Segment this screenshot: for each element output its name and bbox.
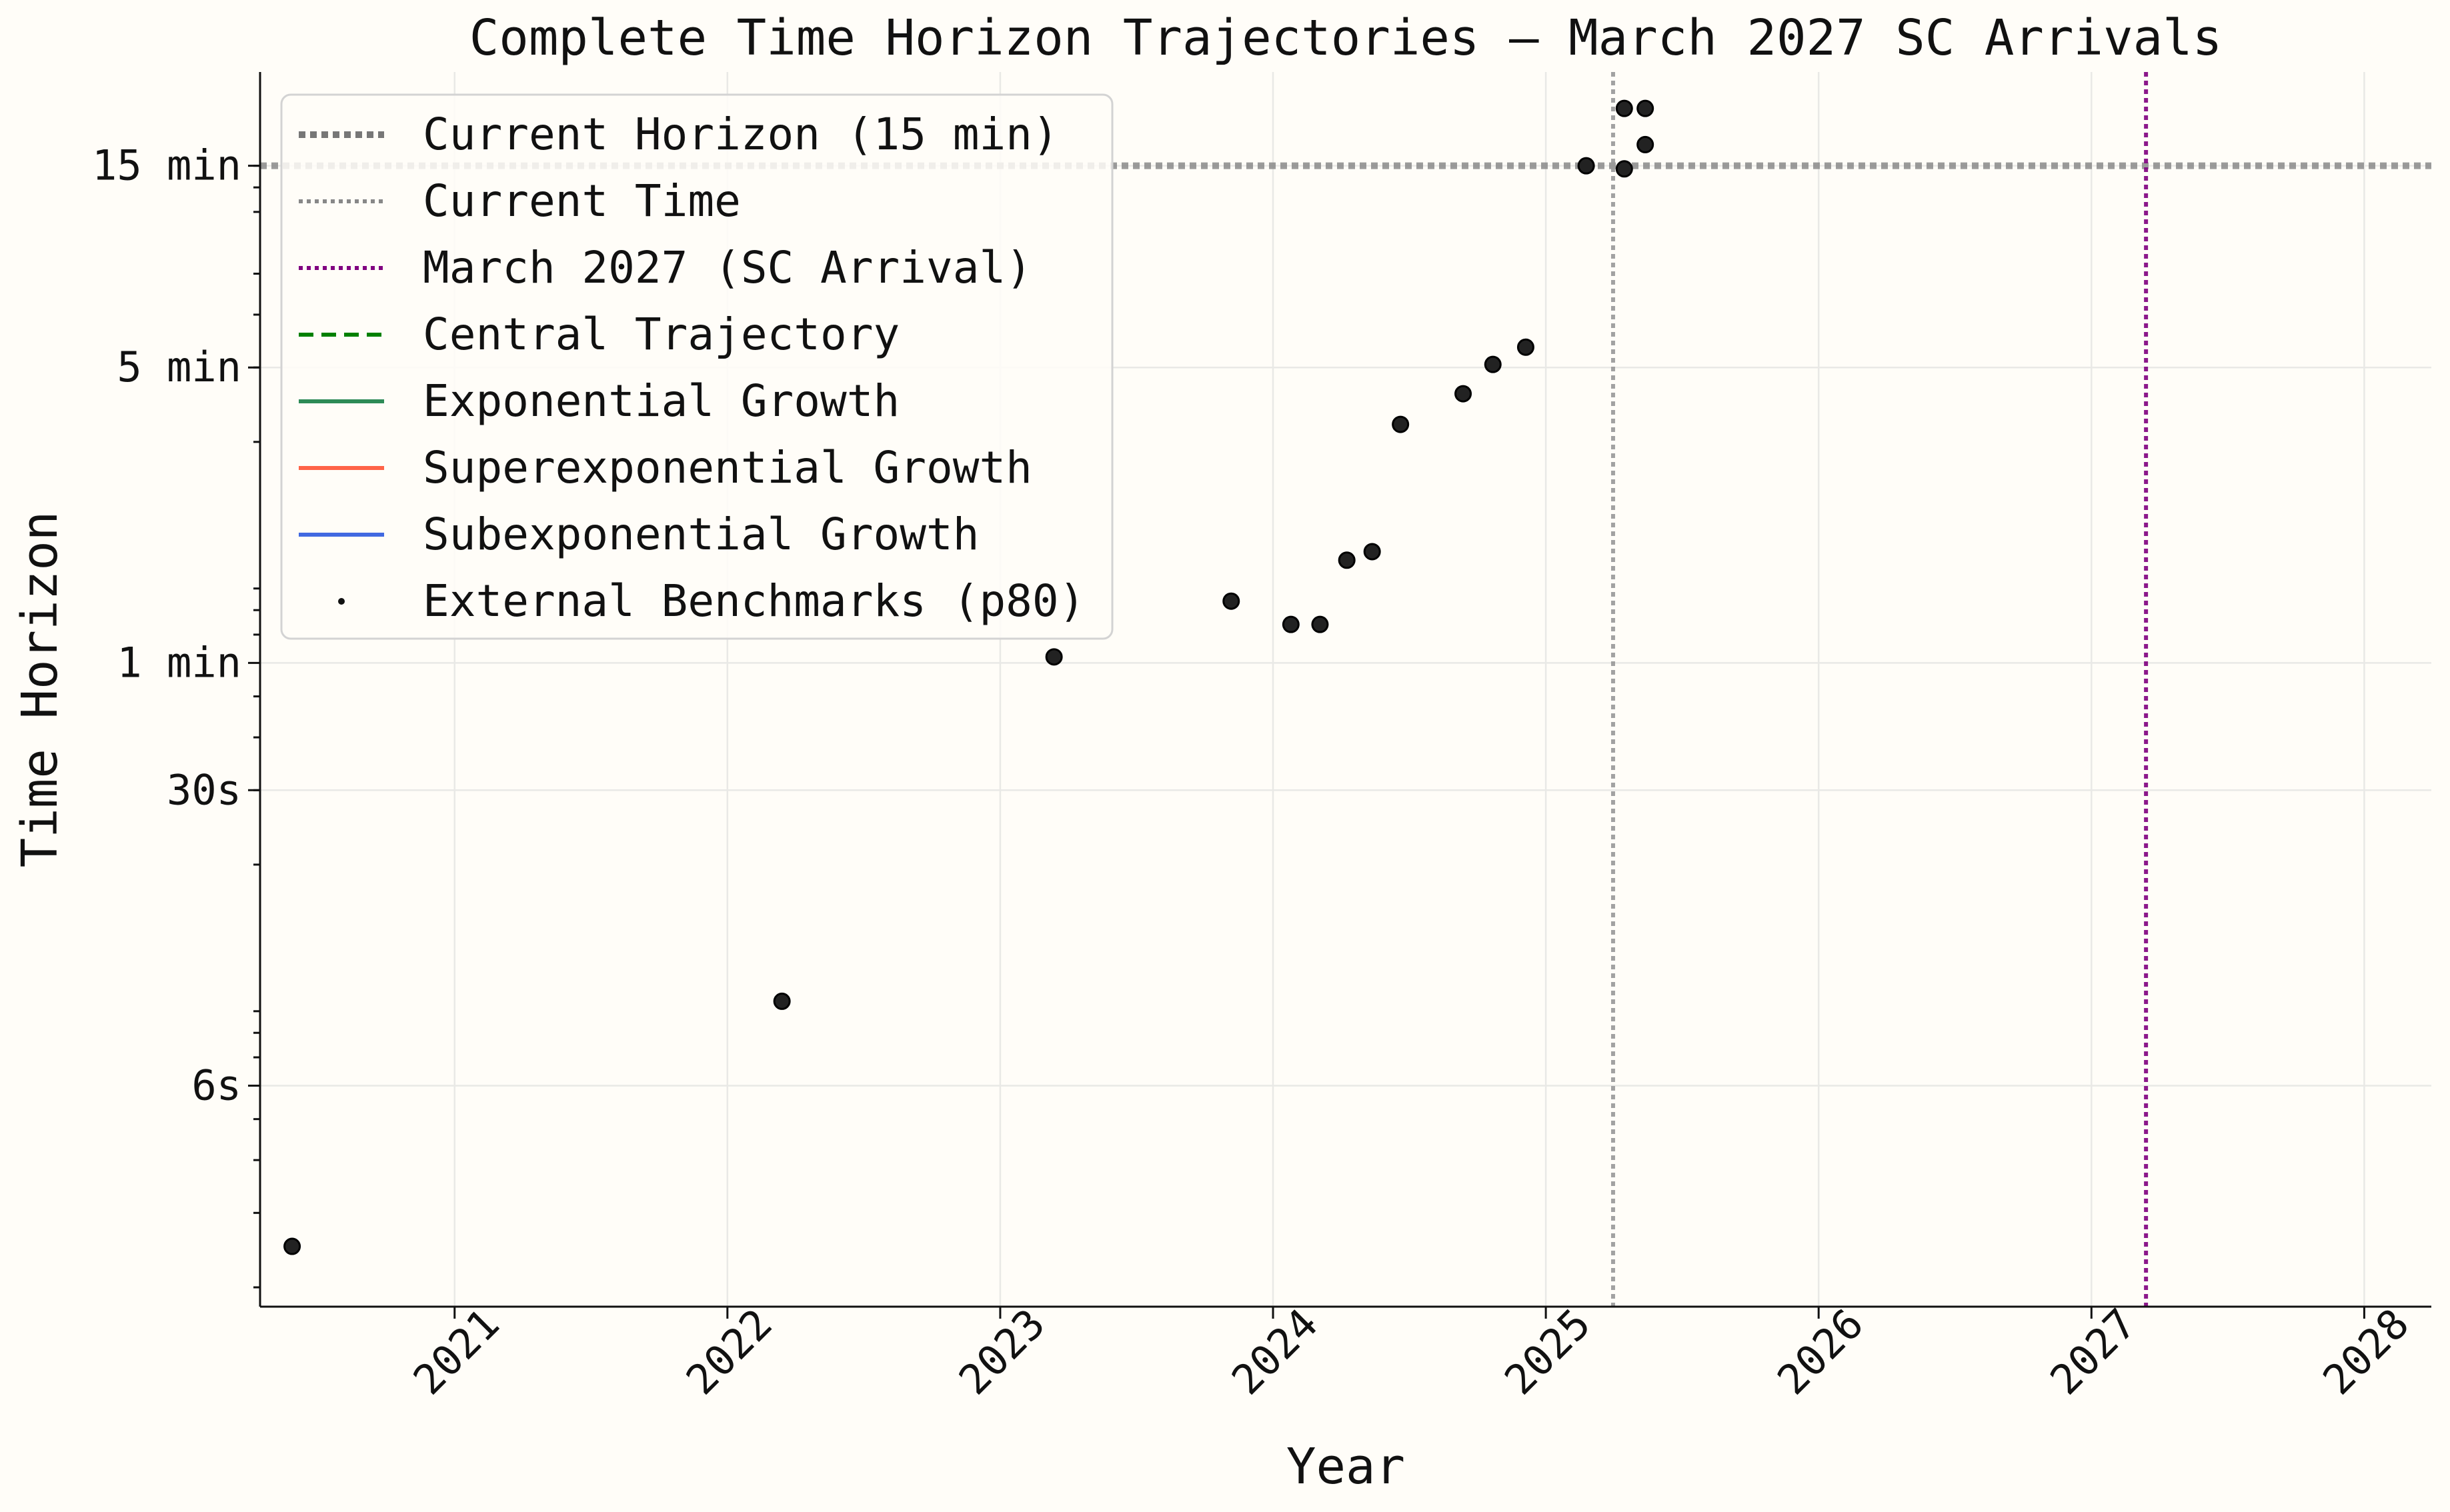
legend-label: Superexponential Growth [423, 442, 1032, 493]
x-axis-label: Year [1286, 1438, 1405, 1495]
benchmark-point [1392, 415, 1410, 433]
reference-lines [260, 72, 2431, 1307]
legend: Current Horizon (15 min) Current Time Marc… [280, 93, 1114, 640]
legend-label: March 2027 (SC Arrival) [423, 242, 1032, 293]
legend-label: Central Trajectory [423, 309, 900, 360]
benchmark-point [1222, 592, 1240, 610]
benchmark-point [1615, 160, 1633, 178]
legend-label: External Benchmarks (p80) [423, 575, 1085, 627]
benchmark-point [773, 992, 791, 1010]
legend-label: Current Time [423, 175, 741, 227]
y-tick-label: 1 min [117, 638, 241, 687]
legend-label: Subexponential Growth [423, 509, 979, 560]
benchmark-point [1311, 615, 1329, 633]
y-axis-label: Time Horizon [11, 511, 69, 868]
y-tick-label: 15 min [92, 141, 241, 190]
benchmark-point [1454, 385, 1472, 403]
legend-label: Current Horizon (15 min) [423, 109, 1059, 160]
legend-label: Exponential Growth [423, 375, 900, 427]
benchmark-points [283, 99, 1654, 1255]
y-ticks: 6s 30s 1 min 5 min 15 min [92, 141, 260, 1289]
benchmark-point [1615, 99, 1633, 117]
axes [259, 72, 2431, 1308]
benchmark-point [1282, 615, 1300, 633]
y-tick-label: 6s [191, 1061, 241, 1109]
legend-box [280, 93, 1114, 640]
benchmark-point [1338, 551, 1356, 569]
benchmark-point [1363, 543, 1381, 561]
benchmark-point [1636, 99, 1654, 117]
chart-title: Complete Time Horizon Trajectories – Mar… [469, 9, 2223, 67]
benchmark-point [1516, 338, 1534, 356]
benchmark-point [1045, 648, 1063, 666]
benchmark-point [1577, 157, 1595, 175]
y-grid [260, 165, 2431, 1087]
benchmark-point [1484, 355, 1502, 373]
y-tick-label: 30s [167, 765, 241, 814]
benchmark-point [283, 1237, 301, 1255]
y-tick-label: 5 min [117, 343, 241, 391]
benchmark-point [1636, 135, 1654, 153]
legend-marker [338, 598, 345, 605]
